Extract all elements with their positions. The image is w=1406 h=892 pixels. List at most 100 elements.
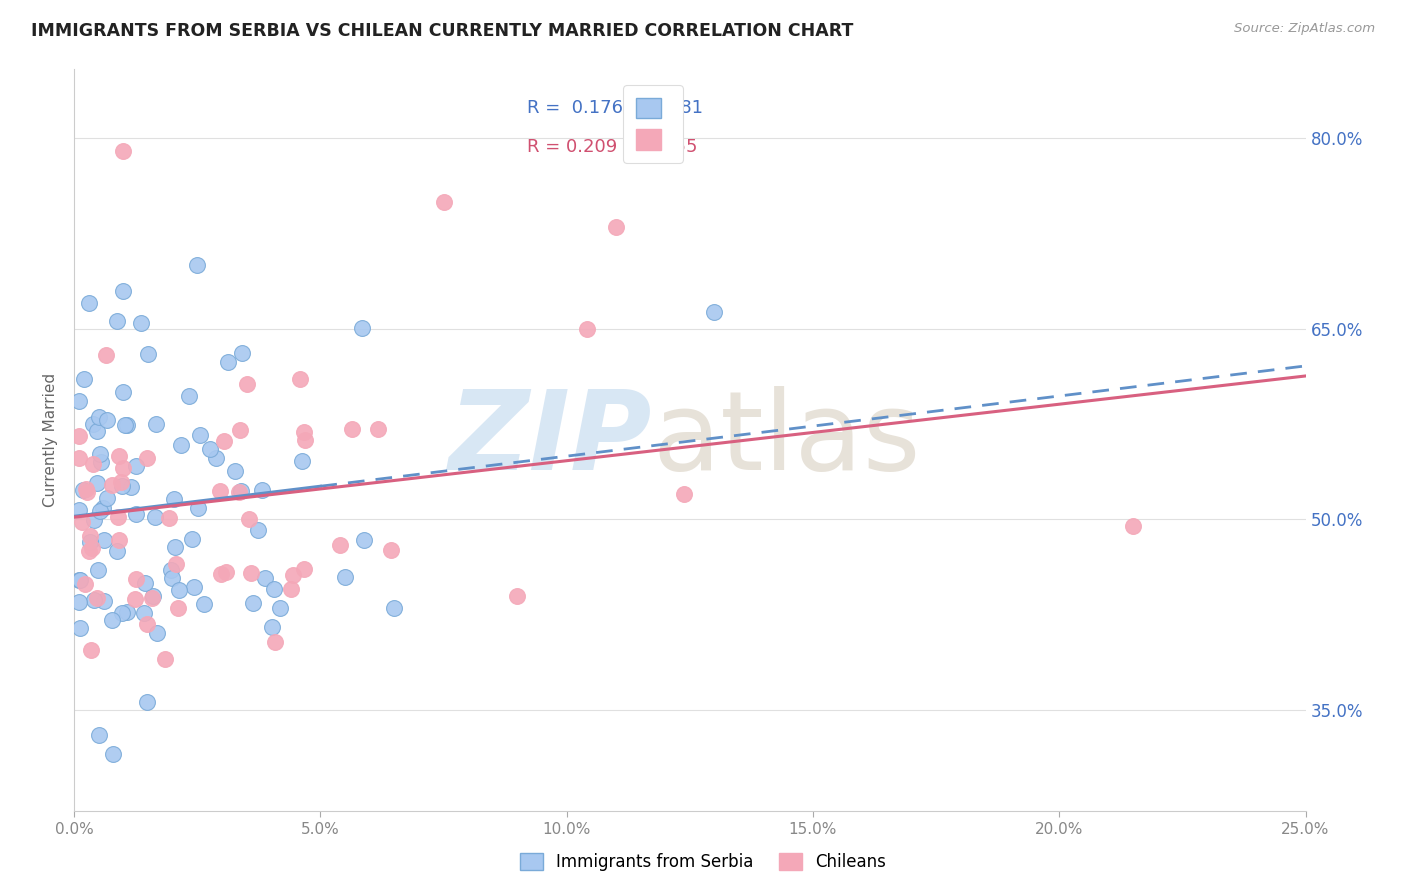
Point: [205, 450, 228, 465]
Point: [101, 613, 124, 627]
Point: [67, 451, 90, 466]
Point: [703, 305, 725, 319]
Point: [246, 524, 269, 538]
Y-axis label: Currently Married: Currently Married: [44, 373, 58, 507]
Point: [264, 635, 287, 649]
Point: [141, 591, 163, 605]
Point: [73, 577, 96, 591]
Point: [69, 621, 91, 635]
Point: [67, 429, 90, 443]
Point: [187, 500, 209, 515]
Point: [142, 589, 165, 603]
Point: [110, 475, 132, 489]
Point: [353, 533, 375, 547]
Point: [605, 220, 627, 235]
Point: [382, 601, 405, 615]
Point: [105, 543, 128, 558]
Point: [432, 194, 454, 209]
Point: [112, 385, 135, 400]
Point: [134, 576, 156, 591]
Point: [167, 601, 190, 615]
Point: [253, 571, 276, 585]
Point: [165, 557, 187, 571]
Point: [292, 425, 315, 439]
Point: [160, 563, 183, 577]
Point: [193, 597, 215, 611]
Point: [83, 513, 105, 527]
Point: [129, 316, 152, 330]
Point: [162, 571, 184, 585]
Point: [82, 417, 104, 431]
Point: [108, 449, 131, 463]
Point: [252, 483, 274, 497]
Text: R =  0.176   N = 81: R = 0.176 N = 81: [527, 99, 703, 117]
Point: [217, 355, 239, 369]
Point: [93, 500, 115, 515]
Point: [135, 695, 157, 709]
Text: IMMIGRANTS FROM SERBIA VS CHILEAN CURRENTLY MARRIED CORRELATION CHART: IMMIGRANTS FROM SERBIA VS CHILEAN CURREN…: [31, 22, 853, 40]
Point: [673, 486, 696, 500]
Point: [111, 479, 134, 493]
Point: [67, 595, 90, 609]
Point: [77, 296, 100, 310]
Point: [235, 376, 257, 391]
Point: [67, 502, 90, 516]
Point: [96, 413, 118, 427]
Point: [153, 651, 176, 665]
Text: atlas: atlas: [652, 386, 921, 493]
Point: [96, 491, 118, 505]
Point: [125, 459, 148, 474]
Point: [290, 372, 312, 386]
Point: [80, 541, 103, 555]
Point: [76, 484, 98, 499]
Point: [87, 410, 110, 425]
Point: [215, 565, 238, 579]
Point: [231, 346, 253, 360]
Text: R = 0.209   N = 55: R = 0.209 N = 55: [527, 137, 697, 156]
Point: [575, 322, 598, 336]
Point: [291, 454, 314, 468]
Point: [145, 417, 167, 431]
Point: [181, 533, 204, 547]
Point: [107, 510, 129, 524]
Point: [229, 483, 252, 498]
Point: [87, 728, 110, 742]
Point: [112, 461, 135, 475]
Point: [79, 529, 101, 543]
Point: [163, 541, 186, 555]
Point: [146, 626, 169, 640]
Point: [183, 580, 205, 594]
Point: [115, 605, 138, 619]
Point: [124, 592, 146, 607]
Point: [93, 533, 115, 547]
Point: [209, 566, 232, 581]
Point: [136, 347, 159, 361]
Point: [198, 442, 221, 457]
Point: [112, 144, 135, 158]
Point: [188, 428, 211, 442]
Point: [157, 511, 180, 525]
Point: [179, 389, 201, 403]
Point: [105, 313, 128, 327]
Point: [114, 418, 136, 433]
Point: [329, 538, 352, 552]
Point: [239, 566, 262, 581]
Point: [100, 478, 122, 492]
Text: ZIP: ZIP: [450, 386, 652, 493]
Point: [214, 434, 236, 448]
Point: [89, 504, 111, 518]
Point: [238, 512, 260, 526]
Point: [143, 510, 166, 524]
Point: [208, 483, 231, 498]
Point: [224, 464, 246, 478]
Point: [280, 582, 302, 596]
Point: [186, 258, 208, 272]
Point: [135, 616, 157, 631]
Point: [96, 348, 118, 362]
Point: [82, 457, 104, 471]
Point: [1122, 518, 1144, 533]
Point: [112, 284, 135, 298]
Point: [125, 508, 148, 522]
Point: [86, 424, 108, 438]
Point: [269, 601, 291, 615]
